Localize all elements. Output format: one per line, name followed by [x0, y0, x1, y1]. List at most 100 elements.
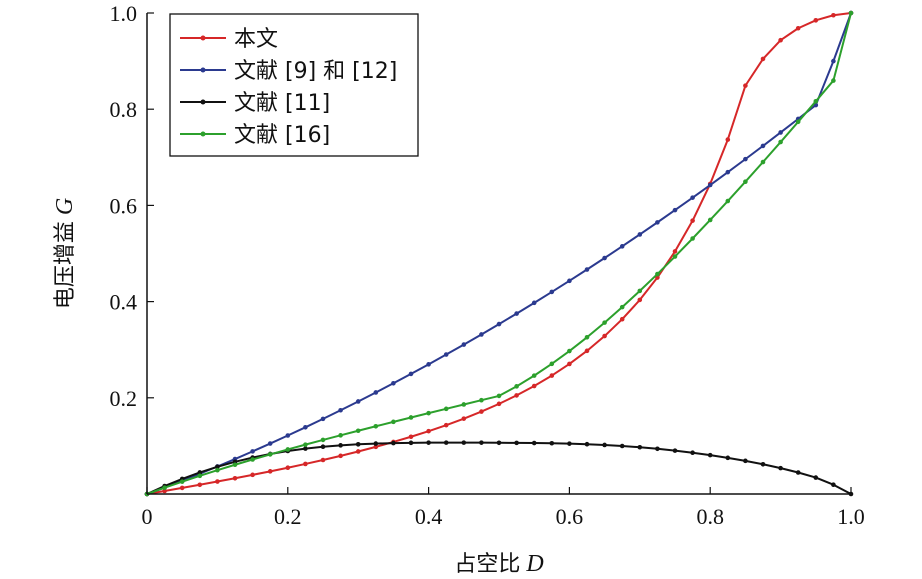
y-tick-label: 1.0 [110, 1, 138, 26]
data-point [355, 399, 361, 404]
data-point [514, 440, 519, 446]
legend-marker [200, 35, 206, 41]
data-point [584, 441, 590, 447]
data-point [373, 444, 379, 450]
data-point [197, 470, 203, 475]
data-point [813, 475, 819, 480]
data-point [338, 407, 343, 413]
axis-labels: 占空比 D 电压增益 G [52, 198, 544, 577]
data-point [690, 236, 695, 241]
data-point [197, 482, 203, 488]
data-point [795, 119, 801, 125]
data-point [778, 37, 783, 43]
data-point [743, 179, 748, 184]
legend-label: 文献 [9] 和 [12] [234, 59, 397, 84]
data-point [496, 440, 502, 446]
data-point [408, 371, 414, 377]
data-point [760, 143, 766, 149]
data-point [743, 83, 748, 88]
data-point [619, 443, 625, 449]
data-point [567, 361, 572, 367]
x-tick-label: 1.0 [837, 504, 865, 529]
data-point [303, 424, 308, 430]
data-point [690, 195, 695, 200]
x-tick-label: 0.6 [556, 504, 584, 529]
data-point [795, 470, 801, 475]
legend-item: 文献 [11] [180, 91, 330, 116]
data-point [320, 416, 326, 422]
data-point [655, 220, 660, 225]
legend-marker [200, 99, 206, 105]
data-point [373, 390, 379, 395]
data-point [690, 450, 695, 456]
data-point [778, 139, 783, 145]
data-point [338, 433, 343, 438]
data-point [373, 423, 379, 429]
data-point [426, 440, 431, 445]
data-point [267, 441, 273, 446]
x-axis-label-variable: D [525, 551, 543, 577]
data-point [479, 409, 484, 414]
y-axis-label-variable: G [52, 198, 78, 215]
data-point [549, 440, 555, 446]
data-point [778, 130, 783, 135]
legend-marker [200, 67, 206, 73]
data-point [707, 452, 713, 458]
data-point [215, 479, 220, 484]
data-point [162, 488, 167, 494]
data-point [162, 485, 167, 490]
data-point [725, 455, 731, 461]
data-point [355, 442, 361, 447]
y-axis-label: 电压增益 G [52, 198, 78, 309]
data-point [303, 442, 308, 447]
data-point [215, 467, 220, 473]
data-point [443, 352, 449, 357]
data-point [285, 447, 291, 452]
data-point [655, 446, 660, 452]
data-point [250, 472, 255, 478]
data-point [637, 444, 643, 450]
data-point [355, 449, 361, 454]
data-point [584, 334, 590, 340]
data-point [179, 485, 185, 491]
data-point [690, 218, 695, 223]
data-point [725, 137, 731, 142]
data-point [743, 458, 748, 464]
data-point [479, 440, 484, 445]
data-point [320, 437, 326, 443]
series-layer [144, 10, 854, 497]
data-point [707, 182, 713, 188]
x-tick-label: 0 [142, 504, 153, 529]
data-point [391, 440, 396, 446]
data-point [831, 482, 836, 488]
data-point [267, 469, 273, 474]
data-point [285, 465, 291, 471]
series-3 [144, 440, 854, 497]
data-point [303, 461, 308, 467]
data-point [531, 440, 537, 446]
series-1 [144, 10, 854, 497]
data-point [655, 271, 660, 277]
legend-label: 本文 [234, 27, 278, 52]
data-point [567, 441, 572, 446]
data-point [197, 473, 203, 479]
data-point [320, 444, 326, 450]
data-point [707, 217, 713, 223]
data-point [531, 300, 537, 306]
data-point [549, 361, 555, 367]
x-axis-label-text: 占空比 [454, 552, 520, 577]
data-point [637, 232, 643, 237]
data-point [355, 428, 361, 434]
data-point [496, 401, 502, 407]
data-point [267, 452, 273, 457]
data-point [320, 457, 326, 463]
data-point [637, 297, 643, 303]
data-point [426, 362, 431, 367]
data-point [514, 384, 519, 389]
data-point [637, 288, 643, 294]
data-point [831, 12, 836, 18]
x-tick-label: 0.4 [415, 504, 443, 529]
data-point [461, 402, 467, 407]
data-point [426, 428, 431, 434]
